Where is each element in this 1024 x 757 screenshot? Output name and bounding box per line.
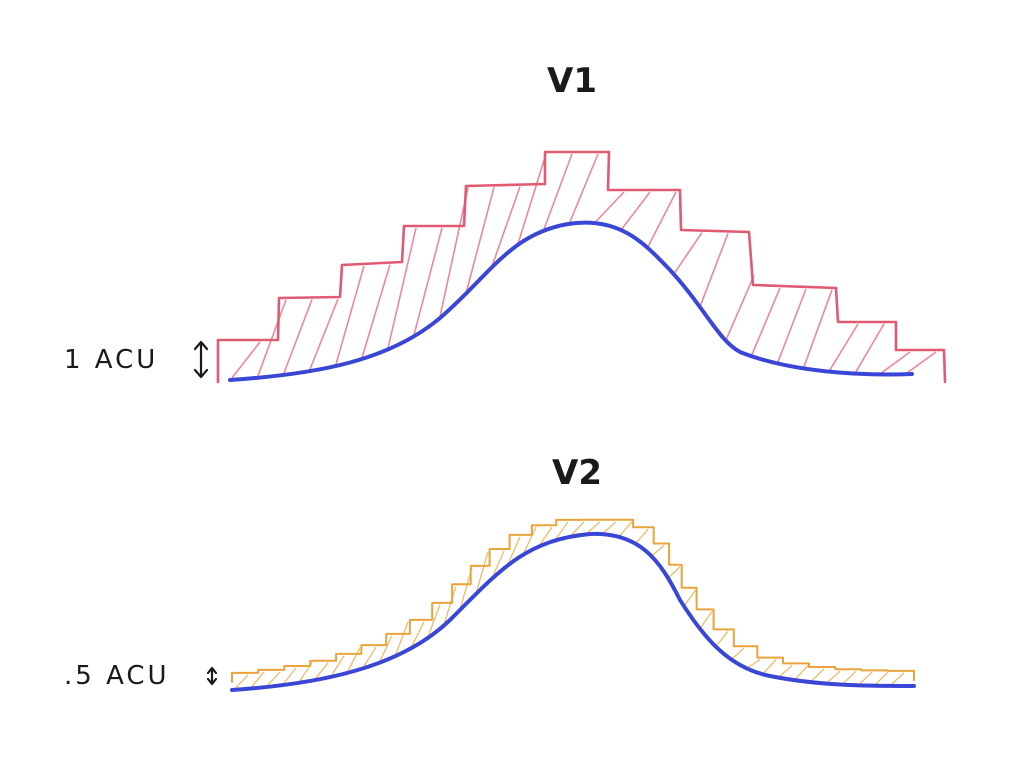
- hatch-line: [283, 299, 313, 374]
- hatch-line: [651, 545, 665, 557]
- hatch-line: [747, 659, 761, 669]
- hatch-line: [621, 191, 651, 230]
- hatch-line: [667, 566, 681, 579]
- hatch-line: [699, 233, 729, 308]
- panel-v1-title: V1: [547, 61, 597, 101]
- hatch-line: [811, 668, 825, 681]
- hatch-line: [475, 551, 489, 594]
- hatch-line: [347, 647, 361, 672]
- hatch-line: [827, 670, 841, 683]
- panel-v2: V2 .5 ACU: [64, 453, 916, 692]
- hatch-line: [267, 671, 281, 686]
- hatch-line: [315, 662, 329, 679]
- hatch-line: [647, 191, 677, 248]
- hatch-line: [763, 659, 777, 674]
- hatch-line: [555, 521, 569, 540]
- hatch-line: [523, 526, 537, 553]
- hatch-line: [283, 667, 297, 684]
- panel-v1: V1 1 ACU: [64, 61, 947, 384]
- hatch-line: [699, 611, 713, 630]
- hatch-line: [779, 664, 793, 677]
- hatch-line: [891, 672, 905, 685]
- hatch-line: [465, 187, 495, 294]
- hatch-line: [803, 289, 833, 367]
- hatch-line: [309, 298, 339, 370]
- hatch-line: [795, 664, 809, 680]
- hatch-line: [673, 232, 703, 275]
- hatch-line: [379, 635, 393, 662]
- v1-capacity-hatching: [231, 153, 937, 379]
- hatch-line: [491, 186, 521, 267]
- hatch-line: [855, 323, 885, 373]
- hatch-line: [231, 341, 261, 379]
- hatch-line: [517, 153, 547, 245]
- hatch-line: [715, 630, 729, 647]
- hatch-line: [571, 521, 585, 535]
- hatch-line: [363, 646, 377, 667]
- hatch-line: [257, 299, 287, 377]
- hatch-line: [595, 191, 625, 222]
- hatch-line: [413, 227, 443, 335]
- hatch-line: [683, 589, 697, 607]
- hatch-line: [635, 528, 649, 544]
- hatch-line: [875, 671, 889, 685]
- hatch-line: [587, 521, 601, 533]
- v1-capacity-steps: [216, 150, 947, 384]
- hatch-line: [859, 671, 873, 684]
- v1-demand-curve: [228, 220, 914, 382]
- v1-acu-label: 1 ACU: [64, 345, 158, 375]
- hatch-line: [619, 521, 633, 536]
- hatch-line: [725, 275, 755, 341]
- hatch-line: [569, 153, 599, 223]
- v2-acu-label: .5 ACU: [64, 661, 170, 691]
- hatch-line: [829, 323, 859, 371]
- hatch-line: [331, 655, 345, 676]
- hatch-line: [491, 550, 505, 579]
- hatch-line: [439, 187, 469, 317]
- hatch-line: [881, 351, 911, 374]
- hatch-line: [751, 287, 781, 355]
- hatch-line: [427, 604, 441, 637]
- v2-step-height-arrow: [206, 666, 218, 686]
- hatch-line: [603, 521, 617, 533]
- hatch-line: [235, 674, 249, 689]
- hatch-line: [411, 621, 425, 647]
- hatch-line: [539, 526, 553, 545]
- hatch-line: [731, 647, 745, 660]
- hatch-line: [335, 265, 365, 365]
- v2-demand-curve: [230, 531, 916, 692]
- hatch-line: [543, 153, 573, 230]
- hatch-line: [907, 351, 937, 373]
- hatch-line: [777, 288, 807, 363]
- v2-capacity-steps: [231, 518, 915, 683]
- hatch-line: [843, 670, 857, 684]
- hatch-line: [251, 671, 265, 687]
- hatch-line: [443, 586, 457, 625]
- hatch-line: [361, 264, 391, 358]
- panel-v2-title: V2: [552, 453, 602, 493]
- hatch-line: [387, 227, 417, 349]
- v1-step-height-arrow: [193, 340, 209, 379]
- hatch-line: [395, 621, 409, 655]
- hatch-line: [507, 536, 521, 565]
